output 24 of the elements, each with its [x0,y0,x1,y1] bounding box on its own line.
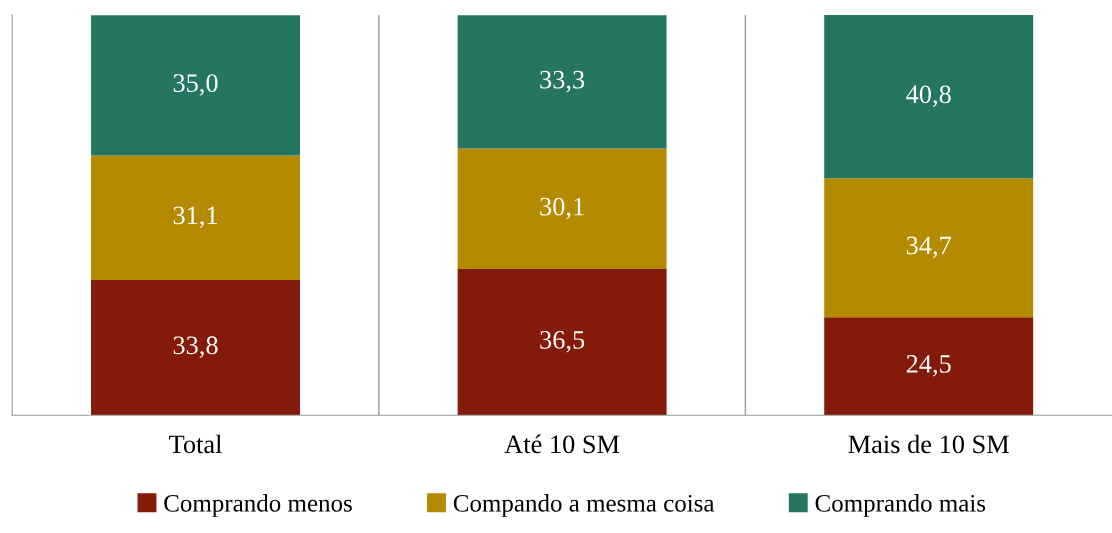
data-label: 31,1 [173,206,218,229]
x-tick-label: Até 10 SM [504,434,620,454]
bar [457,148,667,270]
data-label: 35,0 [173,74,218,96]
bar [91,15,300,156]
bar [824,178,1034,318]
legend-label: Comprando mais [815,494,986,517]
legend-label: Comprando menos [164,494,352,517]
data-label: 24,5 [906,355,951,377]
x-tick-label: Total [169,434,222,454]
data-label: 40,8 [906,85,951,107]
bar [91,279,300,416]
bar [91,155,300,280]
data-label: 34,7 [906,236,952,259]
data-label: 36,5 [540,331,585,353]
bar [824,14,1034,179]
bar [457,15,667,149]
x-tick-label: Mais de 10 SM [848,434,1009,454]
bar [457,269,667,416]
data-label: 30,1 [540,197,584,220]
data-label: 33,8 [173,336,218,358]
legend-label: Compando a mesma coisa [453,494,715,517]
bar [824,317,1034,416]
data-label: 33,3 [540,70,585,93]
